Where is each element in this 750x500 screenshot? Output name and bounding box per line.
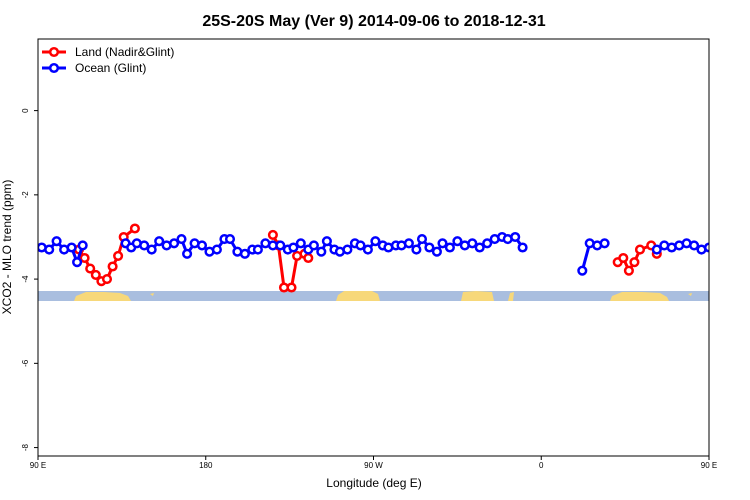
y-tick-label: -4 [21, 275, 30, 283]
legend: Land (Nadir&Glint) Ocean (Glint) [42, 45, 174, 75]
data-point-ocean [510, 231, 521, 243]
data-point-land [107, 261, 118, 272]
map-band [38, 291, 709, 301]
data-point-ocean [146, 244, 157, 255]
y-axis: 0 -2 -4 -6 -8 [21, 39, 39, 456]
data-point-land [286, 282, 297, 293]
y-tick-label: -2 [21, 191, 30, 199]
data-point-ocean [288, 242, 299, 253]
data-point-ocean [139, 240, 150, 251]
data-point-ocean [252, 244, 263, 255]
data-point-ocean [411, 244, 422, 255]
data-point-ocean [577, 265, 588, 276]
data-point-ocean [154, 236, 165, 247]
data-point-land [267, 229, 278, 240]
legend-item-land: Land (Nadir&Glint) [42, 45, 174, 59]
data-point-ocean [66, 242, 77, 253]
map-land-island [150, 293, 154, 296]
data-point-ocean [321, 236, 332, 247]
y-tick-label: -8 [21, 443, 30, 451]
data-point-ocean [176, 234, 187, 245]
data-point-ocean [275, 240, 286, 251]
legend-marker-ocean [48, 62, 60, 74]
data-point-ocean [72, 257, 83, 268]
data-point-ocean [316, 246, 327, 257]
x-tick-label: 90 E [30, 461, 46, 470]
data-point-ocean [416, 234, 428, 245]
legend-label-land: Land (Nadir&Glint) [75, 45, 174, 59]
data-point-ocean [77, 240, 88, 251]
data-point-ocean [224, 234, 236, 245]
data-point-ocean [482, 238, 493, 249]
data-point-land [101, 274, 113, 285]
series-layer [38, 223, 709, 293]
data-point-ocean [651, 244, 662, 255]
map-land-australia-west [74, 292, 131, 301]
data-point-ocean [452, 236, 463, 247]
data-point-land [623, 265, 634, 276]
data-point-ocean [196, 240, 208, 251]
y-tick-label: 0 [21, 108, 30, 113]
data-point-ocean [431, 246, 442, 257]
data-point-ocean [362, 244, 373, 255]
data-point-ocean [342, 244, 353, 255]
data-point-land [634, 244, 646, 255]
map-land-australia-east [610, 292, 669, 301]
x-axis-label: Longitude (deg E) [326, 476, 421, 490]
data-point-land [85, 263, 96, 274]
map-land-south-america [336, 291, 380, 301]
data-point-ocean [403, 238, 414, 249]
data-point-land [113, 250, 124, 261]
y-tick-label: -6 [21, 359, 30, 367]
data-point-ocean [355, 240, 366, 251]
data-point-ocean [703, 242, 709, 253]
data-point-land [303, 252, 314, 264]
data-point-ocean [370, 236, 381, 247]
data-point-land [90, 269, 101, 280]
data-point-land [618, 252, 629, 264]
data-point-ocean [182, 248, 193, 259]
x-tick-label: 180 [199, 461, 213, 470]
data-point-ocean [599, 238, 610, 249]
data-point-ocean [51, 236, 62, 247]
legend-item-ocean: Ocean (Glint) [42, 61, 146, 75]
data-point-ocean [44, 244, 55, 255]
data-point-ocean [474, 242, 485, 253]
map-land-africa [461, 291, 494, 301]
data-point-ocean [211, 244, 222, 255]
data-point-land [129, 223, 140, 234]
x-tick-label: 0 [539, 461, 544, 470]
series-ocean [38, 231, 709, 276]
chart-title: 25S-20S May (Ver 9) 2014-09-06 to 2018-1… [202, 13, 545, 30]
data-point-ocean [169, 238, 180, 249]
data-point-land [629, 257, 640, 268]
map-land-madagascar [508, 292, 514, 301]
x-tick-label: 90 W [364, 461, 383, 470]
x-axis: 90 E 180 90 W 0 90 E [30, 455, 717, 470]
data-point-ocean [444, 242, 455, 253]
data-point-ocean [517, 242, 528, 253]
data-point-ocean [437, 238, 448, 249]
data-point-ocean [308, 240, 319, 251]
data-point-ocean [295, 238, 306, 249]
y-axis-label: XCO2 - MLO trend (ppm) [0, 180, 14, 315]
data-point-ocean [689, 240, 700, 251]
data-point-land [79, 252, 90, 264]
data-point-ocean [239, 248, 250, 259]
x-tick-label: 90 E [701, 461, 717, 470]
map-land-island-east [688, 293, 692, 296]
legend-label-ocean: Ocean (Glint) [75, 61, 146, 75]
data-point-ocean [467, 238, 478, 249]
legend-marker-land [48, 46, 60, 58]
data-point-ocean [424, 242, 435, 253]
